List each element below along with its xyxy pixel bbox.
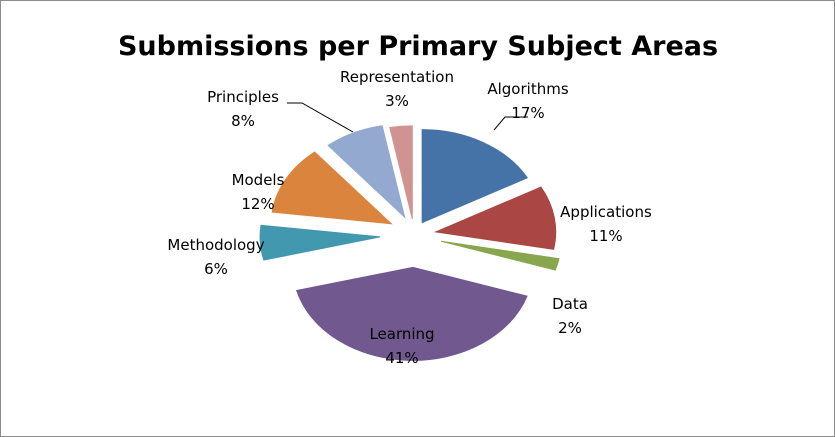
label-methodology: Methodology [167,236,264,254]
label-principles: Principles [207,88,279,106]
percent-representation: 3% [385,92,409,110]
slice-models [271,151,393,225]
chart-title: Submissions per Primary Subject Areas [118,31,718,62]
label-data: Data [552,295,588,313]
slice-algorithms [421,129,529,224]
percent-models: 12% [241,195,274,213]
leader-line-principles [287,102,354,133]
slice-methodology [259,224,381,261]
label-learning: Learning [369,325,434,343]
slice-principles [327,125,406,219]
percent-algorithms: 17% [511,104,544,122]
leader-line-algorithms [493,116,528,131]
percent-methodology: 6% [204,260,228,278]
label-algorithms: Algorithms [487,80,568,98]
percent-principles: 8% [231,112,255,130]
slice-data [440,240,560,271]
label-models: Models [232,171,285,189]
percent-learning: 41% [385,349,418,367]
slice-applications [433,186,557,250]
label-applications: Applications [560,203,652,221]
percent-applications: 11% [589,227,622,245]
slice-learning [295,266,528,361]
label-representation: Representation [340,68,454,86]
percent-data: 2% [558,319,582,337]
slice-representation [389,125,413,219]
